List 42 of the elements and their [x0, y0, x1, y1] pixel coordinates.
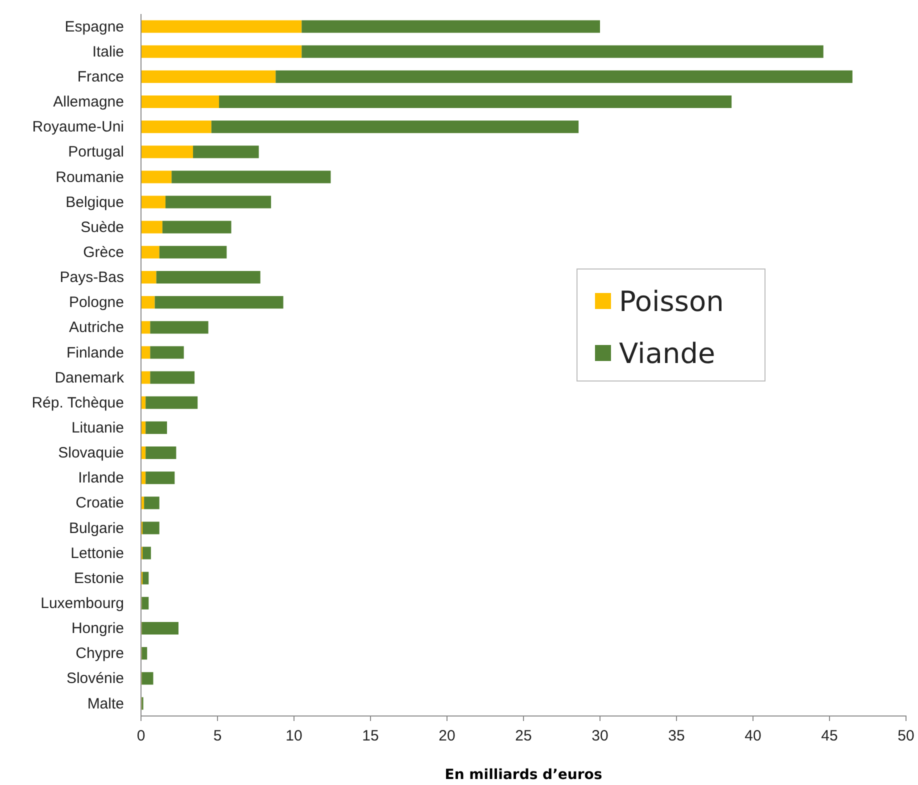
y-tick-label: Bulgarie: [68, 520, 124, 537]
y-tick-label: Portugal: [68, 144, 124, 161]
y-tick-label: Belgique: [66, 194, 124, 211]
y-tick-label: Croatie: [76, 494, 124, 512]
y-tick-label: Pays-Bas: [60, 269, 124, 286]
x-tick-label: 15: [362, 728, 379, 744]
y-tick-label: Grèce: [83, 244, 124, 261]
x-tick-label: 40: [744, 728, 762, 744]
y-tick-label: Chypre: [76, 645, 124, 662]
x-tick-label: 45: [821, 728, 838, 744]
x-tick-label: 25: [515, 728, 532, 744]
y-tick-label: Lituanie: [71, 419, 124, 436]
y-tick-label: Finlande: [66, 344, 124, 362]
x-axis-title: En milliards d’euros: [444, 767, 602, 783]
y-tick-label: Royaume-Uni: [32, 118, 124, 136]
legend-label: Viande: [619, 336, 716, 370]
y-tick-label: Autriche: [68, 319, 124, 336]
y-tick-label: Lettonie: [70, 544, 124, 562]
x-tick-label: 35: [668, 728, 685, 744]
y-tick-label: Slovénie: [66, 670, 124, 688]
y-tick-label: Luxembourg: [40, 594, 124, 612]
y-tick-label: Malte: [87, 695, 124, 712]
y-tick-label: France: [77, 68, 124, 86]
y-tick-label: Pologne: [68, 294, 124, 312]
y-tick-label: Suède: [80, 218, 124, 236]
x-tick-label: 0: [136, 728, 146, 744]
y-tick-label: Italie: [92, 43, 124, 60]
y-tick-label: Roumanie: [56, 168, 124, 186]
x-tick-label: 20: [438, 728, 456, 744]
y-tick-label: Rép. Tchèque: [32, 394, 124, 412]
x-tick-label: 50: [898, 728, 914, 744]
y-tick-label: Slovaquie: [58, 444, 124, 462]
y-tick-label: Espagne: [64, 18, 124, 36]
x-tick-label: 30: [592, 728, 608, 744]
legend-label: Poisson: [619, 284, 724, 318]
y-tick-label: Allemagne: [53, 94, 124, 111]
y-tick-label: Hongrie: [71, 620, 124, 638]
x-tick-label: 5: [213, 728, 222, 744]
y-tick-label: Irlande: [78, 470, 124, 487]
y-tick-label: Estonie: [74, 570, 124, 587]
x-tick-label: 10: [286, 728, 302, 744]
y-tick-label: Danemark: [54, 369, 124, 386]
